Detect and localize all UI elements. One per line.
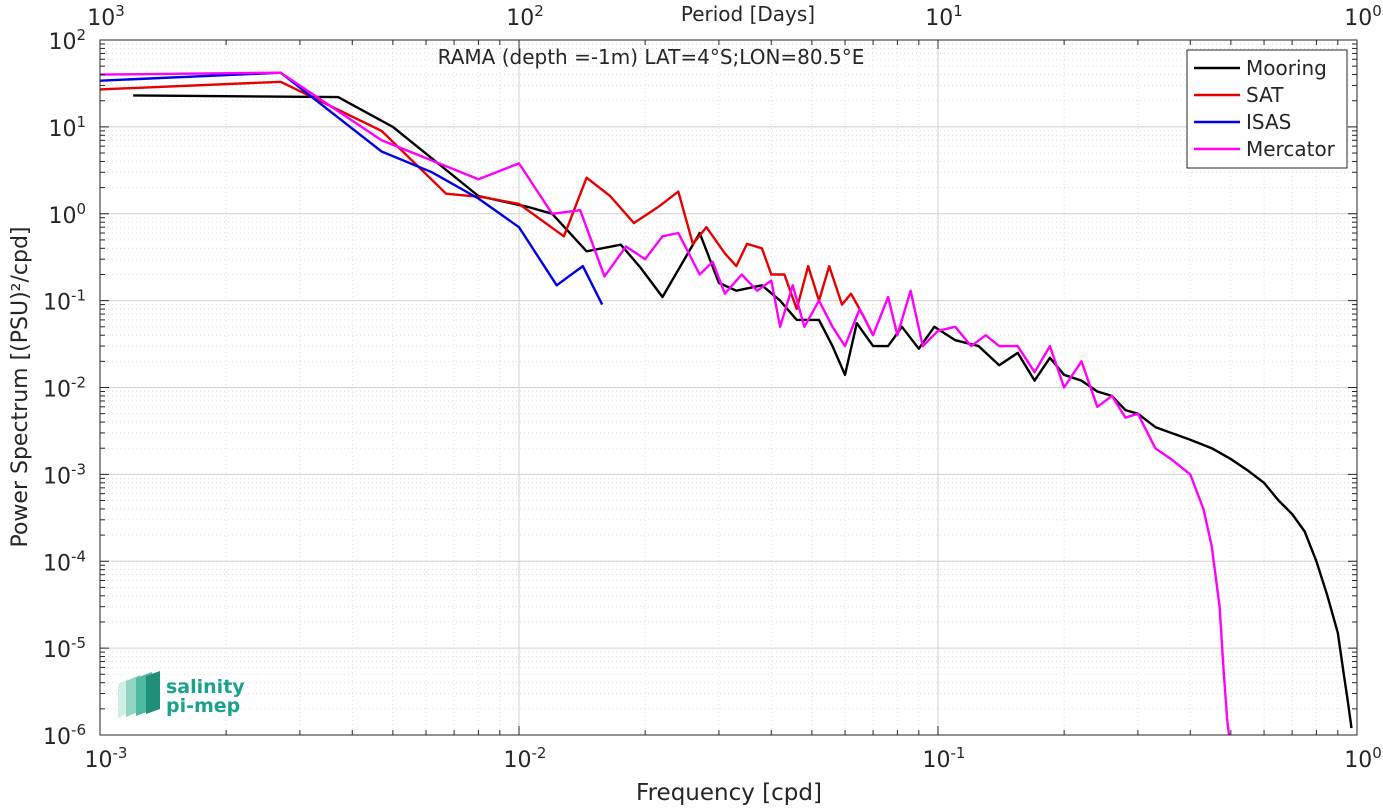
series-line-sat (99, 80, 875, 336)
legend-label-mercator: Mercator (1246, 137, 1336, 161)
y-tick-label: 10-6 (43, 721, 86, 750)
y-tick-label: 10-5 (43, 634, 86, 663)
series-lines (99, 71, 1353, 736)
x-tick-label: 10-3 (85, 744, 128, 773)
top-tick-label: 103 (87, 2, 125, 31)
logo-line1: salinity (166, 676, 245, 698)
chart-title: RAMA (depth =-1m) LAT=4°S;LON=80.5°E (438, 45, 865, 69)
y-tick-label: 101 (48, 113, 86, 142)
salinity-pi-mep-logo: salinity pi-mep (118, 671, 245, 718)
series-line-mooring (133, 94, 1353, 729)
y-tick-label: 10-1 (43, 287, 86, 316)
top-tick-label: 100 (1344, 2, 1382, 31)
logo-wave-back-icon (118, 679, 128, 718)
tick-labels: 10-3 10-2 10-1 100 102 101 100 10-1 10-2 10-3 10-4… (43, 2, 1382, 773)
top-axis-label: Period [Days] (681, 2, 815, 26)
x-tick-label: 10-1 (923, 744, 966, 773)
grid (99, 39, 1358, 736)
legend: Mooring SAT ISAS Mercator (1186, 49, 1348, 169)
y-tick-label: 10-3 (43, 460, 86, 489)
legend-label-isas: ISAS (1246, 110, 1291, 134)
y-tick-label: 10-4 (43, 547, 86, 576)
legend-label-sat: SAT (1246, 83, 1284, 107)
logo-line2: pi-mep (166, 695, 240, 717)
x-tick-label: 10-2 (504, 744, 547, 773)
tick-marks (99, 40, 1357, 736)
series-line-isas (99, 71, 604, 306)
y-tick-label: 100 (48, 200, 86, 229)
top-tick-label: 101 (925, 2, 963, 31)
series-line-mercator (99, 71, 1231, 736)
logo-wave-edge-icon (146, 671, 160, 714)
x-axis-label: Frequency [cpd] (636, 780, 822, 806)
y-tick-label: 10-2 (43, 374, 86, 403)
legend-items: Mooring SAT ISAS Mercator (1194, 56, 1336, 161)
y-tick-label: 102 (48, 26, 86, 55)
x-tick-label: 100 (1344, 744, 1382, 773)
y-axis-label: Power Spectrum [(PSU)²/cpd] (8, 226, 33, 547)
top-tick-label: 102 (506, 2, 544, 31)
legend-label-mooring: Mooring (1246, 56, 1327, 80)
